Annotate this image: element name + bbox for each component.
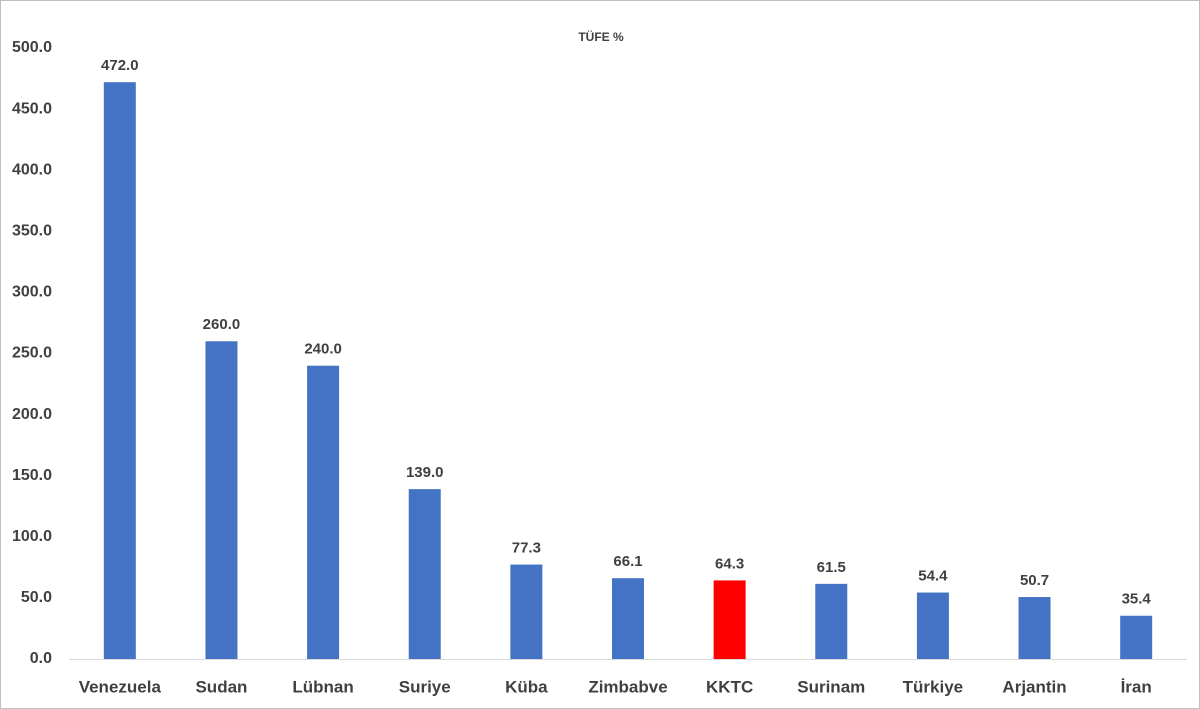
value-label: 260.0 bbox=[203, 316, 241, 333]
bar bbox=[510, 564, 543, 659]
value-label: 240.0 bbox=[304, 341, 342, 358]
value-label: 66.1 bbox=[613, 553, 642, 570]
y-tick-label: 300.0 bbox=[12, 284, 52, 301]
x-tick-label: Venezuela bbox=[79, 677, 162, 696]
bar bbox=[1018, 597, 1051, 659]
y-tick-label: 0.0 bbox=[30, 650, 52, 667]
y-tick-label: 200.0 bbox=[12, 406, 52, 423]
value-label: 35.4 bbox=[1122, 591, 1152, 608]
y-tick-label: 150.0 bbox=[12, 467, 52, 484]
x-tick-label: Arjantin bbox=[1002, 677, 1066, 696]
chart-title: TÜFE % bbox=[578, 29, 624, 44]
x-tick-label: Lübnan bbox=[292, 677, 353, 696]
x-tick-label: Suriye bbox=[399, 677, 451, 696]
bar bbox=[205, 341, 238, 659]
value-label: 139.0 bbox=[406, 464, 444, 481]
bar bbox=[103, 82, 136, 659]
x-tick-label: Sudan bbox=[195, 677, 247, 696]
bar bbox=[916, 592, 949, 659]
value-label: 50.7 bbox=[1020, 572, 1049, 589]
x-tick-label: Türkiye bbox=[903, 677, 963, 696]
bar bbox=[713, 580, 746, 659]
bar bbox=[815, 583, 848, 659]
x-tick-label: İran bbox=[1121, 677, 1152, 696]
bar bbox=[307, 365, 340, 659]
x-tick-label: Zimbabve bbox=[588, 677, 667, 696]
y-tick-label: 50.0 bbox=[21, 589, 52, 606]
value-label: 54.4 bbox=[918, 567, 948, 584]
bar bbox=[612, 578, 644, 659]
value-label: 77.3 bbox=[512, 540, 541, 557]
x-tick-label: Küba bbox=[505, 677, 548, 696]
bar bbox=[1120, 615, 1153, 659]
x-tick-label: KKTC bbox=[706, 677, 753, 696]
y-tick-label: 450.0 bbox=[12, 100, 52, 117]
y-tick-label: 350.0 bbox=[12, 223, 52, 240]
x-tick-label: Surinam bbox=[797, 677, 865, 696]
y-tick-label: 250.0 bbox=[12, 345, 52, 362]
y-tick-label: 100.0 bbox=[12, 528, 52, 545]
value-label: 472.0 bbox=[101, 57, 139, 74]
y-tick-label: 500.0 bbox=[12, 39, 52, 56]
y-tick-label: 400.0 bbox=[12, 161, 52, 178]
value-label: 64.3 bbox=[715, 555, 744, 572]
bar bbox=[408, 489, 441, 659]
value-label: 61.5 bbox=[817, 559, 846, 576]
